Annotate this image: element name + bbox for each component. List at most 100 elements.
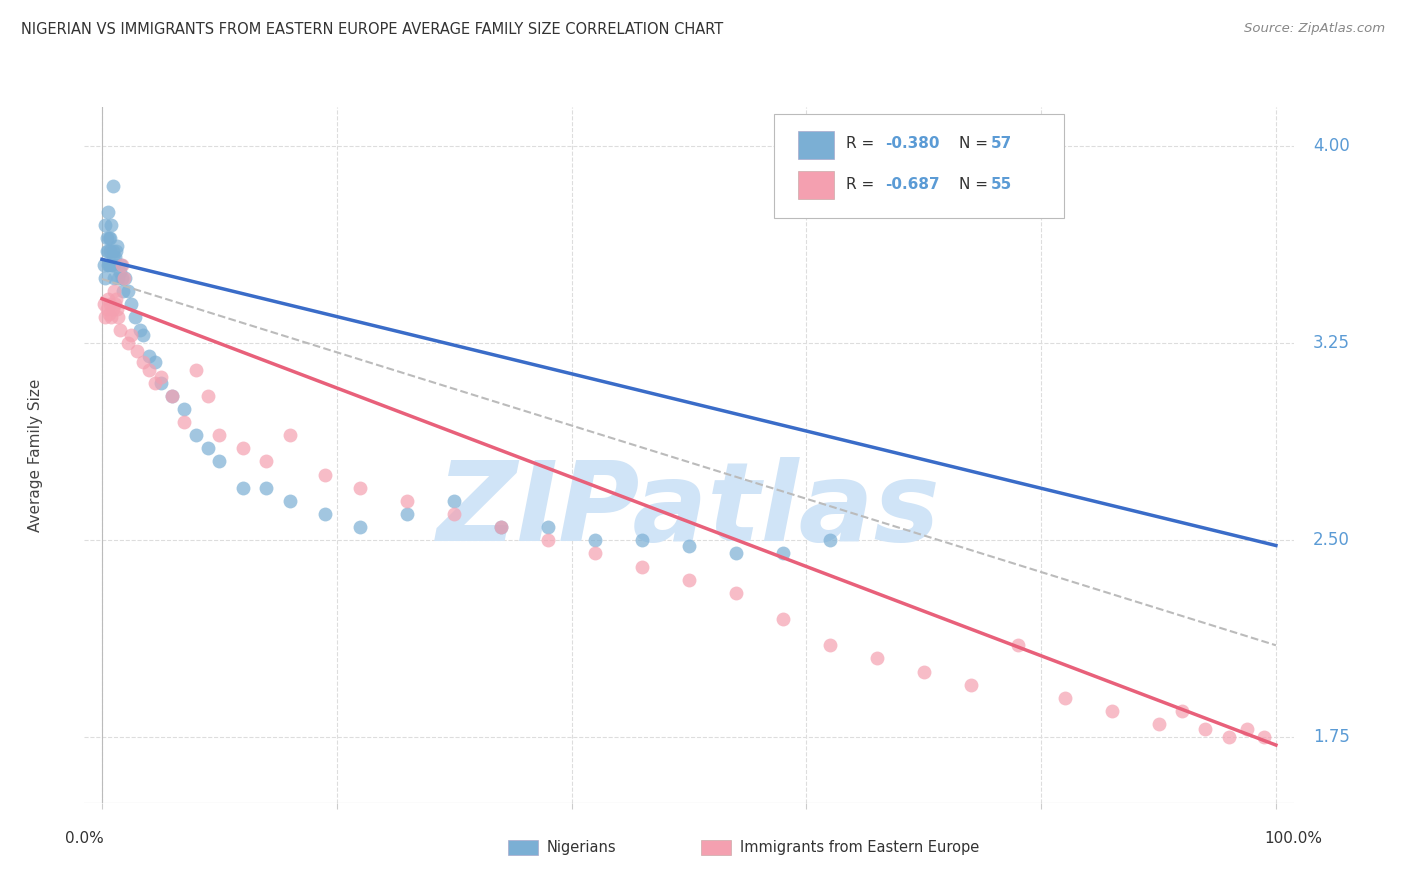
Text: 100.0%: 100.0%: [1264, 830, 1323, 846]
Point: [132, 328, 155, 343]
Point: [100, 218, 122, 232]
Point: [537, 520, 560, 534]
Point: [631, 559, 654, 574]
Text: R =: R =: [846, 136, 879, 152]
Point: [103, 270, 125, 285]
Point: [583, 533, 606, 548]
Point: [98, 258, 121, 272]
Point: [132, 355, 155, 369]
Text: 1.75: 1.75: [1313, 728, 1350, 747]
Point: [489, 520, 512, 534]
Text: 2.50: 2.50: [1313, 532, 1350, 549]
Point: [149, 376, 172, 390]
Text: Nigerians: Nigerians: [547, 840, 616, 855]
Point: [724, 586, 747, 600]
Point: [105, 302, 128, 317]
Point: [105, 244, 128, 259]
Point: [117, 336, 139, 351]
Point: [96, 231, 118, 245]
Text: ZIPatlas: ZIPatlas: [437, 457, 941, 564]
Point: [149, 370, 172, 384]
Point: [1171, 704, 1194, 718]
Point: [1101, 704, 1123, 718]
Point: [98, 297, 121, 311]
Text: Average Family Size: Average Family Size: [28, 378, 44, 532]
Point: [232, 442, 254, 456]
Point: [101, 250, 124, 264]
Point: [1007, 638, 1029, 652]
Text: 0.0%: 0.0%: [65, 830, 104, 846]
Point: [111, 258, 134, 272]
Point: [173, 415, 195, 429]
Point: [1053, 690, 1076, 705]
Point: [678, 539, 700, 553]
Point: [94, 270, 117, 285]
Point: [103, 284, 125, 298]
FancyBboxPatch shape: [797, 131, 834, 159]
Point: [93, 297, 115, 311]
Point: [143, 355, 166, 369]
Text: R =: R =: [846, 178, 879, 193]
Point: [100, 258, 122, 272]
Point: [120, 297, 142, 311]
Point: [104, 250, 127, 264]
Point: [349, 520, 371, 534]
Text: -0.687: -0.687: [884, 178, 939, 193]
Point: [278, 428, 301, 442]
Point: [104, 297, 127, 311]
Point: [443, 494, 465, 508]
FancyBboxPatch shape: [702, 839, 731, 855]
Point: [97, 258, 120, 272]
Point: [314, 467, 336, 482]
Point: [138, 350, 160, 364]
Point: [127, 344, 149, 359]
Point: [124, 310, 146, 324]
Point: [94, 218, 117, 232]
FancyBboxPatch shape: [508, 839, 538, 855]
Point: [208, 454, 231, 468]
Point: [96, 244, 118, 259]
Point: [101, 178, 124, 193]
Point: [489, 520, 512, 534]
Point: [232, 481, 254, 495]
Point: [254, 454, 277, 468]
Point: [105, 292, 128, 306]
Point: [278, 494, 301, 508]
Point: [111, 270, 134, 285]
Point: [98, 308, 121, 322]
Point: [173, 401, 195, 416]
Point: [105, 239, 128, 253]
Point: [108, 323, 131, 337]
Point: [97, 292, 120, 306]
Text: 3.25: 3.25: [1313, 334, 1350, 352]
Point: [184, 428, 207, 442]
Point: [101, 244, 124, 259]
Point: [93, 258, 115, 272]
Point: [110, 258, 132, 272]
Point: [96, 302, 118, 317]
Point: [98, 231, 121, 245]
Point: [184, 362, 207, 376]
Point: [1194, 723, 1216, 737]
Point: [101, 302, 124, 317]
FancyBboxPatch shape: [797, 171, 834, 199]
Point: [314, 507, 336, 521]
Text: N =: N =: [959, 178, 993, 193]
Point: [396, 494, 419, 508]
Point: [100, 310, 122, 324]
Point: [97, 244, 120, 259]
Point: [112, 270, 135, 285]
Point: [1236, 723, 1258, 737]
FancyBboxPatch shape: [773, 114, 1064, 219]
Point: [208, 428, 231, 442]
Point: [912, 665, 935, 679]
Point: [162, 389, 184, 403]
Text: Immigrants from Eastern Europe: Immigrants from Eastern Europe: [740, 840, 979, 855]
Point: [107, 270, 129, 285]
Point: [959, 678, 981, 692]
Point: [98, 244, 121, 259]
Point: [108, 265, 131, 279]
Point: [1218, 730, 1240, 744]
Point: [112, 284, 135, 298]
Text: Source: ZipAtlas.com: Source: ZipAtlas.com: [1244, 22, 1385, 36]
